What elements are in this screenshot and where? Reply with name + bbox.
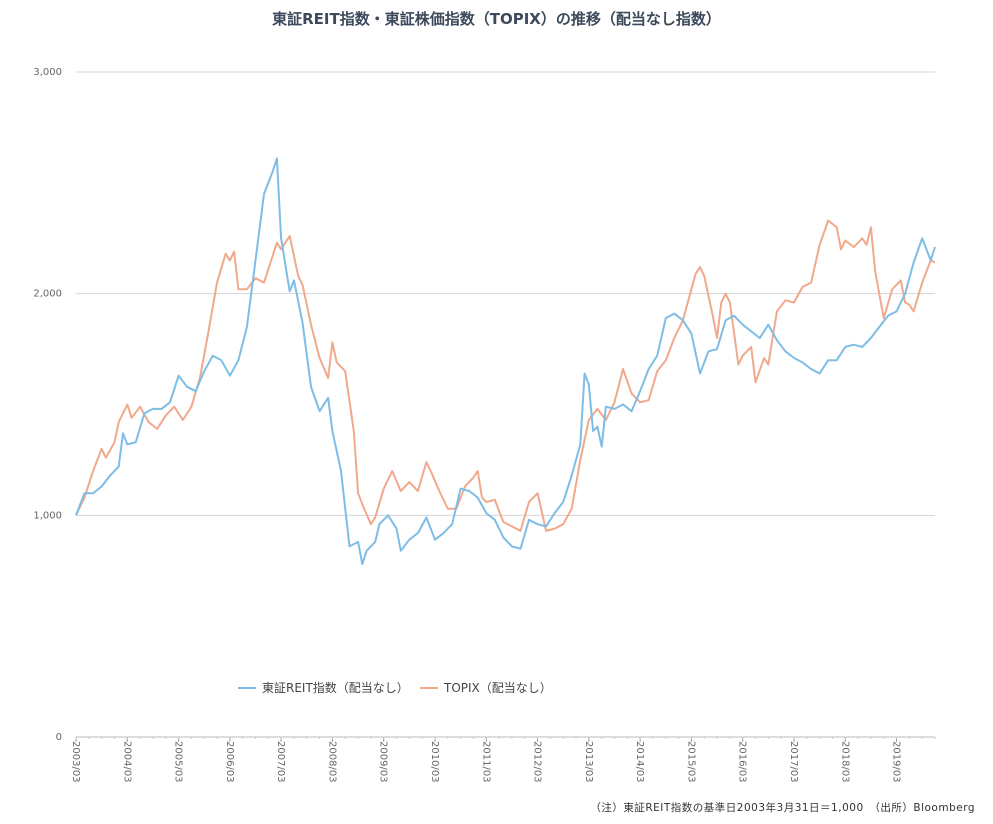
x-tick-label: 2015/03 — [685, 741, 696, 783]
x-tick-label: 2010/03 — [429, 741, 440, 783]
x-axis: 2003/03 2004/03 2005/03 2006/03 2007/03 2008/… — [70, 737, 936, 783]
x-tick-label: 2019/03 — [891, 741, 902, 783]
x-tick-label: 2008/03 — [326, 741, 337, 783]
x-tick-label: 2004/03 — [121, 741, 132, 783]
y-axis: 0 1,000 2,000 3,000 — [33, 67, 62, 743]
y-tick-label: 3,000 — [33, 67, 62, 78]
x-tick-label: 2013/03 — [583, 741, 594, 783]
x-tick-label: 2017/03 — [788, 741, 799, 783]
x-tick-label: 2007/03 — [275, 741, 286, 783]
y-tick-label: 2,000 — [33, 289, 62, 300]
x-tick-label: 2009/03 — [378, 741, 389, 783]
series-line-1 — [75, 219, 936, 532]
x-tick-label: 2016/03 — [737, 741, 748, 783]
chart-title: 東証REIT指数・東証株価指数（TOPIX）の推移（配当なし指数） — [272, 10, 721, 28]
x-tick-label: 2003/03 — [70, 741, 81, 783]
y-tick-label: 1,000 — [33, 510, 62, 521]
source-note: （注）東証REIT指数の基準日2003年3月31日＝1,000 （出所）Bloo… — [590, 802, 975, 814]
x-tick-label: 2018/03 — [839, 741, 850, 783]
legend: 東証REIT指数（配当なし） TOPIX（配当なし） — [238, 680, 552, 695]
y-tick-label: 0 — [56, 732, 62, 743]
legend-label: TOPIX（配当なし） — [443, 681, 552, 695]
x-tick-label: 2012/03 — [532, 741, 543, 783]
legend-label: 東証REIT指数（配当なし） — [262, 680, 409, 695]
series-lines — [75, 157, 936, 566]
series-line-0 — [75, 157, 936, 566]
x-tick-label: 2011/03 — [480, 741, 491, 783]
x-tick-label: 2014/03 — [634, 741, 645, 783]
x-tick-label: 2005/03 — [173, 741, 184, 783]
x-tick-label: 2006/03 — [224, 741, 235, 783]
grid-lines — [76, 71, 935, 738]
